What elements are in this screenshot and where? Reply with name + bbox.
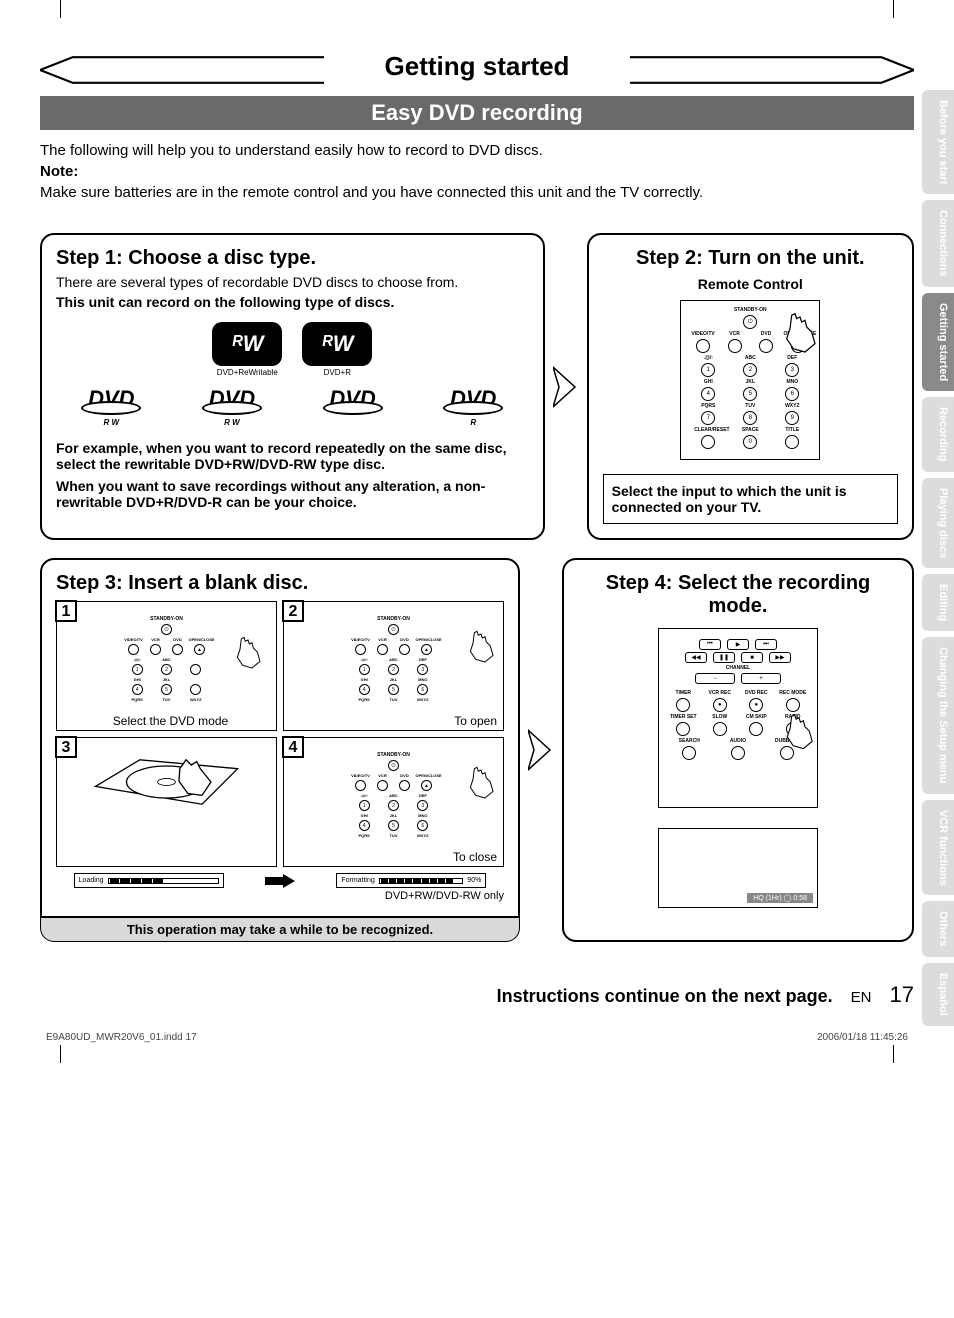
loading-row: Loading Formatting [56,873,504,888]
step1-sub: There are several types of recordable DV… [56,274,529,290]
step3-cell-3: 3 [56,737,277,867]
skip-fwd-icon: ⏭ [755,639,777,650]
page-footer: Instructions continue on the next page. … [40,982,914,1008]
tab-getting-started[interactable]: Getting started [922,293,954,391]
remote-rec-mode: ⏮ ▶ ⏭ ◀◀ ❚❚ ■ ▶▶ CHANNEL − + TIMER VCR [658,628,818,808]
dvd-logo3: DVD [323,389,383,426]
step4-title: Step 4: Select the recording mode. [578,572,898,618]
standby-button-icon: ⏻ [743,315,757,329]
tab-playing-discs[interactable]: Playing discs [922,478,954,568]
rewind-icon: ◀◀ [685,652,707,663]
dvd-rw-logo: DVD R W [81,389,141,426]
disc-tray-icon [61,742,272,822]
remote-close: STANDBY-ON ⏻ VIDEO/TVVCRDVDOPEN/CLOSE ▲ … [344,746,444,848]
remote-control-label: Remote Control [603,276,898,292]
print-date: 2006/01/18 11:45:26 [817,1032,908,1043]
ffwd-icon: ▶▶ [769,652,791,663]
tab-before-you-start[interactable]: Before you start [922,90,954,194]
tab-vcr-functions[interactable]: VCR functions [922,800,954,896]
tab-recording[interactable]: Recording [922,397,954,471]
footer-continue: Instructions continue on the next page. [497,986,833,1007]
pointing-hand-icon [461,762,501,802]
tv-screen-box: HQ (1Hr) ◯ 0:58 [658,828,818,908]
step4-box: Step 4: Select the recording mode. ⏮ ▶ ⏭… [562,558,914,942]
tab-changing-setup[interactable]: Changing the Setup menu [922,637,954,793]
pointing-hand-icon [228,632,268,672]
side-tabs: Before you start Connections Getting sta… [922,90,954,1026]
print-footer: E9A80UD_MWR20V6_01.indd 17 2006/01/18 11… [40,1032,914,1043]
footer-lang: EN [851,989,872,1006]
step3-box: Step 3: Insert a blank disc. 1 STANDBY-O… [40,558,520,918]
step3-footer: This operation may take a while to be re… [40,918,520,942]
formatting-box: Formatting 90% [336,873,486,888]
step2-instruction: Select the input to which the unit is co… [603,474,898,524]
step1-para2: When you want to save recordings without… [56,478,529,510]
step1-para1: For example, when you want to record rep… [56,440,529,472]
footer-page-number: 17 [890,982,914,1008]
step1-bold: This unit can record on the following ty… [56,294,529,310]
step2-title: Step 2: Turn on the unit. [603,247,898,270]
remote-control-diagram: STANDBY-ON ⏻ VIDEO/TV VCR DVD OPEN/CLOSE… [680,300,820,460]
arrow-1-2 [551,233,581,540]
remote-select-dvd: STANDBY-ON ⏻ VIDEO/TVVCRDVDOPEN/CLOSE ▲ … [117,610,217,712]
step3-title: Step 3: Insert a blank disc. [56,572,504,595]
stop-icon: ■ [741,652,763,663]
dvd-r-logo2: DVD R [443,389,503,426]
loading-box: Loading [74,873,224,888]
pointing-hand-icon [461,626,501,666]
pause-icon: ❚❚ [713,652,735,663]
intro-block: The following will help you to understan… [40,140,914,203]
tab-connections[interactable]: Connections [922,200,954,287]
arrow-right-icon [265,874,295,888]
remote-open: STANDBY-ON ⏻ VIDEO/TVVCRDVDOPEN/CLOSE ▲ … [344,610,444,712]
intro-line2: Make sure batteries are in the remote co… [40,182,914,203]
step3-rw-only: DVD+RW/DVD-RW only [56,890,504,902]
subtitle-bar: Easy DVD recording [40,96,914,130]
play-icon: ▶ [727,639,749,650]
page-title-banner: Getting started [40,55,914,88]
tab-others[interactable]: Others [922,901,954,956]
step3-cell-4: 4 STANDBY-ON ⏻ VIDEO/TVVCRDVDOPEN/CLOSE … [283,737,504,867]
print-file: E9A80UD_MWR20V6_01.indd 17 [46,1032,197,1043]
rw-logo-row: ᴿW DVD+ReWritable ᴿW DVD+R [56,322,529,377]
step3-cell-1: 1 STANDBY-ON ⏻ VIDEO/TVVCRDVDOPEN/CLOSE … [56,601,277,731]
step3-cell-2: 2 STANDBY-ON ⏻ VIDEO/TVVCRDVDOPEN/CLOSE … [283,601,504,731]
dvd-r-logo: ᴿW [302,322,372,366]
tab-editing[interactable]: Editing [922,574,954,631]
dvd-rw2-logo: DVD R W [202,389,262,426]
screen-hq-label: HQ (1Hr) ◯ 0:58 [747,893,813,903]
dvd-rw-rewritable-logo: ᴿW [212,322,282,366]
intro-line1: The following will help you to understan… [40,140,914,161]
page-title: Getting started [40,51,914,82]
skip-back-icon: ⏮ [699,639,721,650]
dvd-logo-row: DVD R W DVD R W DVD DVD R [56,389,529,426]
step1-box: Step 1: Choose a disc type. There are se… [40,233,545,540]
tab-espanol[interactable]: Español [922,963,954,1026]
arrow-3-4 [526,558,556,942]
step2-box: Step 2: Turn on the unit. Remote Control… [587,233,914,540]
step1-title: Step 1: Choose a disc type. [56,247,529,270]
note-label: Note: [40,163,78,180]
